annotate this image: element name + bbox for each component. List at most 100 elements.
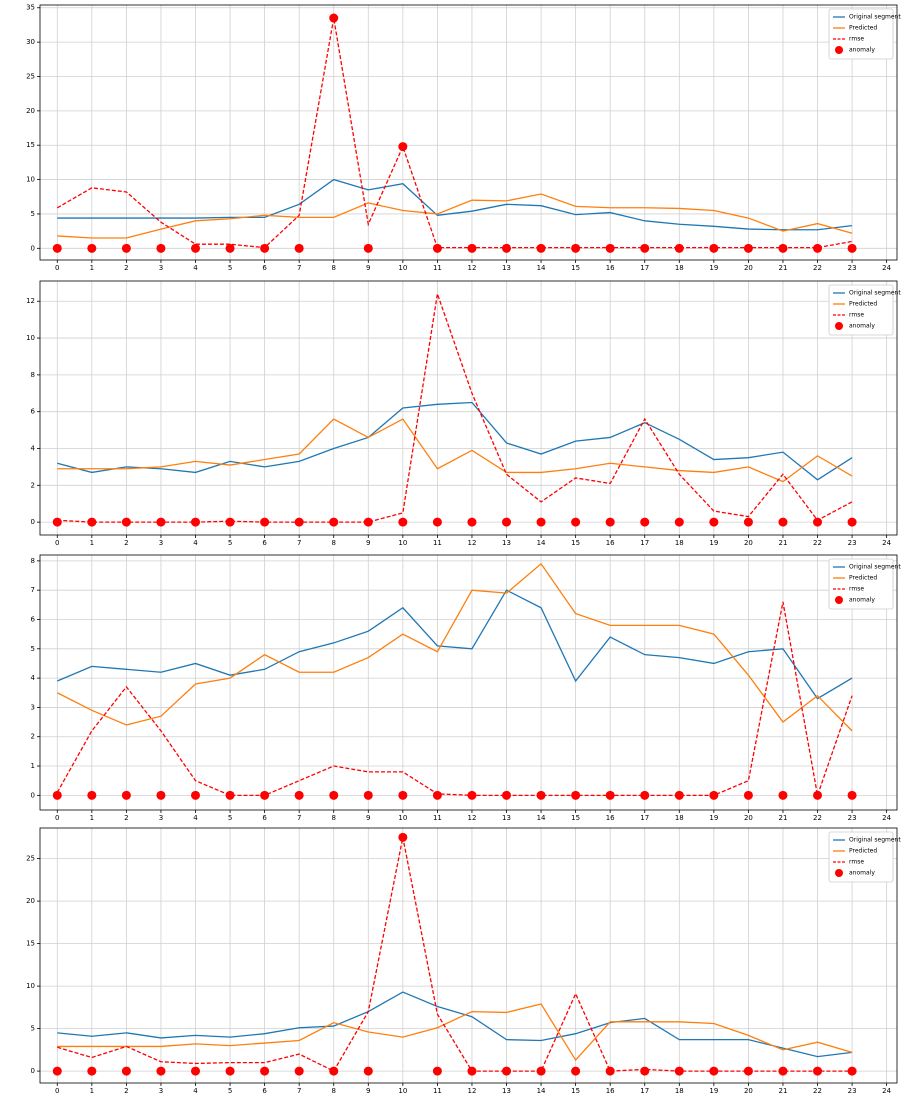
y-tick-label: 4 (31, 444, 36, 452)
anomaly-marker (467, 790, 477, 800)
x-tick-label: 8 (331, 814, 335, 822)
anomaly-marker (778, 243, 788, 253)
legend-box (828, 558, 894, 610)
x-tick-label: 9 (366, 264, 370, 272)
anomaly-marker (571, 1066, 581, 1076)
plot-frame (39, 280, 898, 536)
anomaly-marker (121, 243, 131, 253)
x-tick-label: 17 (640, 814, 649, 822)
x-tick-label: 22 (813, 1087, 822, 1095)
x-tick-label: 2 (124, 814, 128, 822)
legend-label: rmse (849, 312, 864, 319)
legend-label: anomaly (849, 323, 875, 330)
legend-label: Predicted (849, 575, 877, 582)
anomaly-marker (329, 13, 339, 23)
x-tick-label: 16 (606, 1087, 615, 1095)
x-tick-label: 19 (709, 539, 718, 547)
y-tick-label: 0 (31, 244, 35, 252)
x-tick-label: 24 (882, 539, 891, 547)
anomaly-marker (294, 790, 304, 800)
y-tick-label: 2 (31, 481, 35, 489)
legend-marker (835, 596, 843, 604)
anomaly-marker (847, 1066, 857, 1076)
legend-label: anomaly (849, 597, 875, 604)
x-tick-label: 4 (193, 814, 198, 822)
y-tick-label: 30 (26, 38, 35, 46)
x-tick-label: 19 (709, 814, 718, 822)
legend: Original segment Predicted rmse anomaly (828, 8, 901, 60)
series-line (57, 418, 853, 483)
x-tick-label: 19 (709, 1087, 718, 1095)
x-tick-label: 1 (90, 539, 94, 547)
anomaly-marker (467, 243, 477, 253)
x-tick-label: 12 (467, 814, 476, 822)
anomaly-marker (467, 517, 477, 527)
x-tick-label: 21 (779, 1087, 788, 1095)
legend-label: rmse (849, 36, 864, 43)
anomaly-marker (52, 243, 62, 253)
x-tick-label: 3 (159, 539, 163, 547)
anomaly-marker (709, 1066, 719, 1076)
x-tick-label: 24 (882, 264, 891, 272)
y-tick-label: 6 (31, 408, 36, 416)
y-tick-label: 2 (31, 733, 35, 741)
x-tick-label: 15 (571, 539, 580, 547)
anomaly-marker (502, 790, 512, 800)
x-tick-label: 1 (90, 814, 94, 822)
x-tick-label: 23 (848, 539, 857, 547)
anomaly-marker (225, 517, 235, 527)
x-tick-label: 13 (502, 264, 511, 272)
x-tick-label: 14 (537, 1087, 546, 1095)
x-tick-label: 18 (675, 1087, 684, 1095)
anomaly-marker (640, 243, 650, 253)
y-tick-label: 4 (31, 674, 36, 682)
anomaly-marker (225, 1066, 235, 1076)
anomaly-marker (432, 1066, 442, 1076)
anomaly-marker (121, 1066, 131, 1076)
x-tick-label: 2 (124, 539, 128, 547)
anomaly-marker (363, 1066, 373, 1076)
x-tick-label: 17 (640, 539, 649, 547)
x-tick-label: 20 (744, 1087, 753, 1095)
legend-label: Original segment (849, 837, 901, 844)
anomaly-marker (743, 1066, 753, 1076)
anomaly-marker (398, 517, 408, 527)
anomaly-marker (87, 517, 97, 527)
anomaly-marker (674, 790, 684, 800)
anomaly-marker (640, 517, 650, 527)
anomaly-marker (191, 1066, 201, 1076)
legend-label: Predicted (849, 848, 877, 855)
anomaly-marker (743, 517, 753, 527)
anomaly-marker (294, 243, 304, 253)
anomaly-marker (121, 790, 131, 800)
anomaly-marker (536, 1066, 546, 1076)
y-tick-label: 0 (31, 791, 35, 799)
x-tick-label: 0 (55, 814, 59, 822)
legend-box (828, 831, 894, 883)
x-tick-label: 20 (744, 539, 753, 547)
y-tick-label: 25 (26, 72, 35, 80)
x-tick-label: 9 (366, 814, 370, 822)
anomaly-marker (847, 243, 857, 253)
x-tick-label: 20 (744, 264, 753, 272)
anomaly-marker (605, 1066, 615, 1076)
anomaly-marker (260, 1066, 270, 1076)
anomaly-marker (363, 243, 373, 253)
anomaly-marker (156, 790, 166, 800)
y-tick-label: 15 (26, 940, 35, 948)
x-tick-label: 22 (813, 814, 822, 822)
x-tick-label: 23 (848, 264, 857, 272)
legend-box (828, 8, 894, 60)
anomaly-marker (87, 790, 97, 800)
anomaly-marker (225, 243, 235, 253)
x-tick-label: 17 (640, 264, 649, 272)
x-tick-label: 5 (228, 814, 232, 822)
x-tick-label: 3 (159, 814, 163, 822)
x-tick-label: 21 (779, 539, 788, 547)
y-tick-label: 35 (26, 4, 35, 12)
legend-label: rmse (849, 586, 864, 593)
x-tick-label: 7 (297, 539, 301, 547)
legend-label: anomaly (849, 870, 875, 877)
x-tick-label: 16 (606, 814, 615, 822)
anomaly-marker (467, 1066, 477, 1076)
